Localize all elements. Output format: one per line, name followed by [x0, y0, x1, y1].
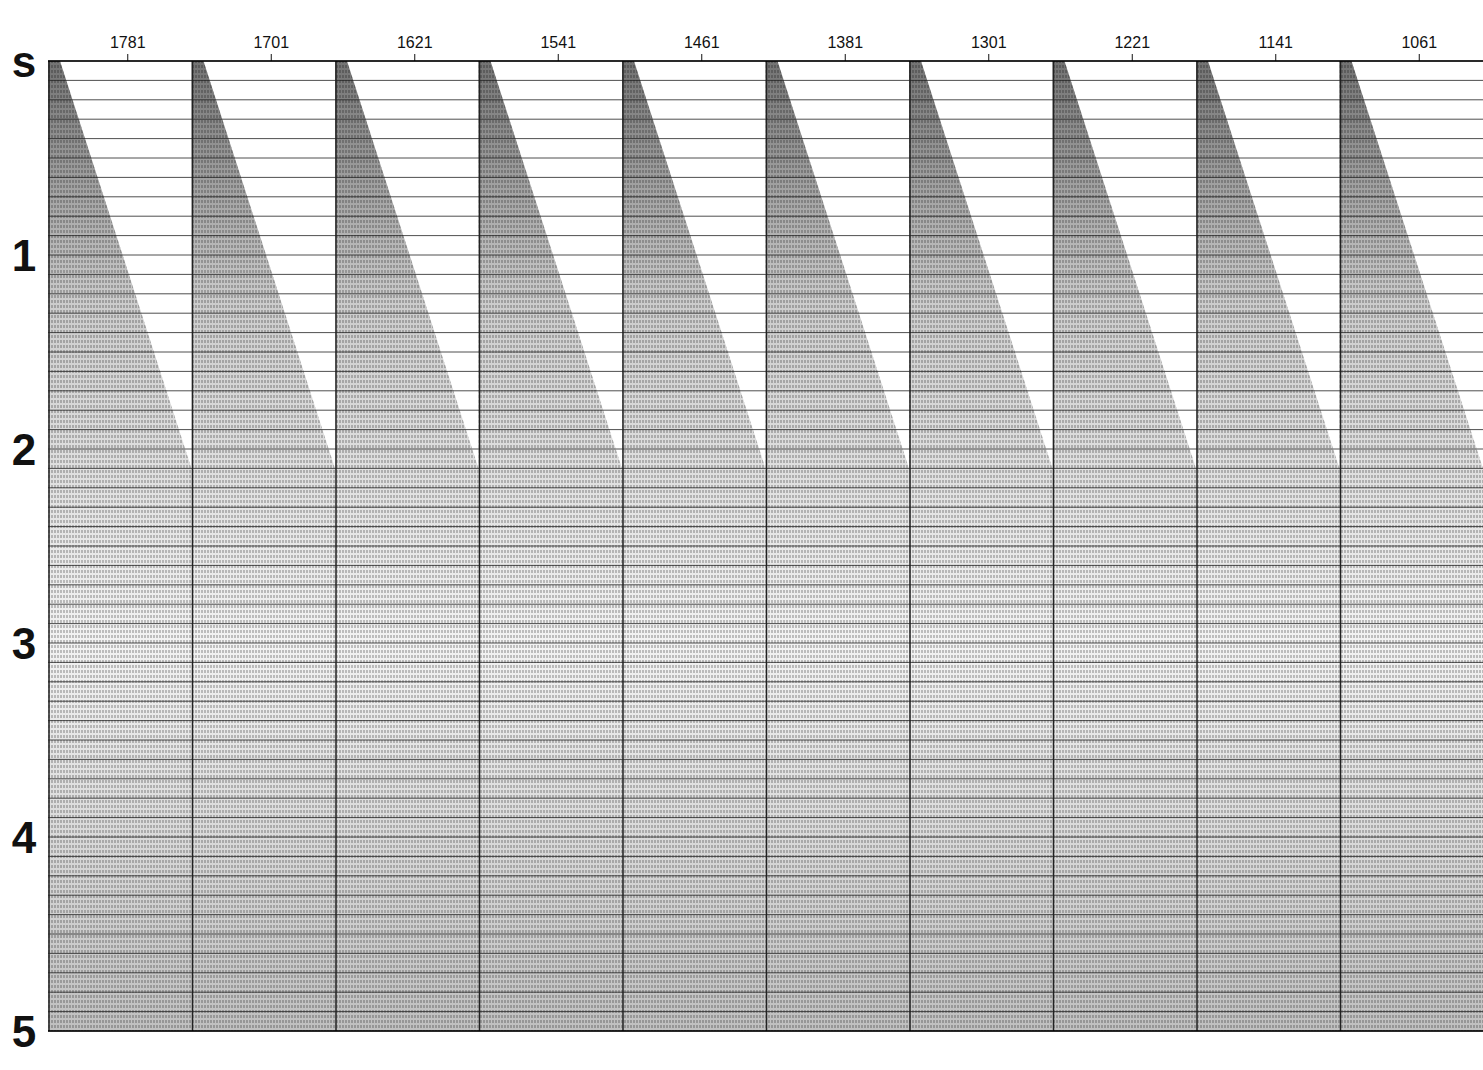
svg-text:1141: 1141	[1259, 34, 1294, 51]
svg-text:5: 5	[12, 1007, 36, 1056]
svg-text:4: 4	[12, 813, 37, 862]
svg-text:2: 2	[12, 425, 36, 474]
svg-text:3: 3	[12, 619, 36, 668]
svg-text:1701: 1701	[253, 34, 289, 51]
svg-text:s: s	[12, 37, 36, 86]
svg-text:1541: 1541	[540, 34, 576, 51]
svg-text:1781: 1781	[110, 34, 146, 51]
svg-text:1061: 1061	[1401, 34, 1437, 51]
svg-text:1221: 1221	[1114, 34, 1150, 51]
svg-text:1461: 1461	[684, 34, 720, 51]
svg-text:1: 1	[12, 231, 36, 280]
svg-text:1301: 1301	[971, 34, 1007, 51]
svg-text:1381: 1381	[827, 34, 863, 51]
svg-text:1621: 1621	[397, 34, 433, 51]
